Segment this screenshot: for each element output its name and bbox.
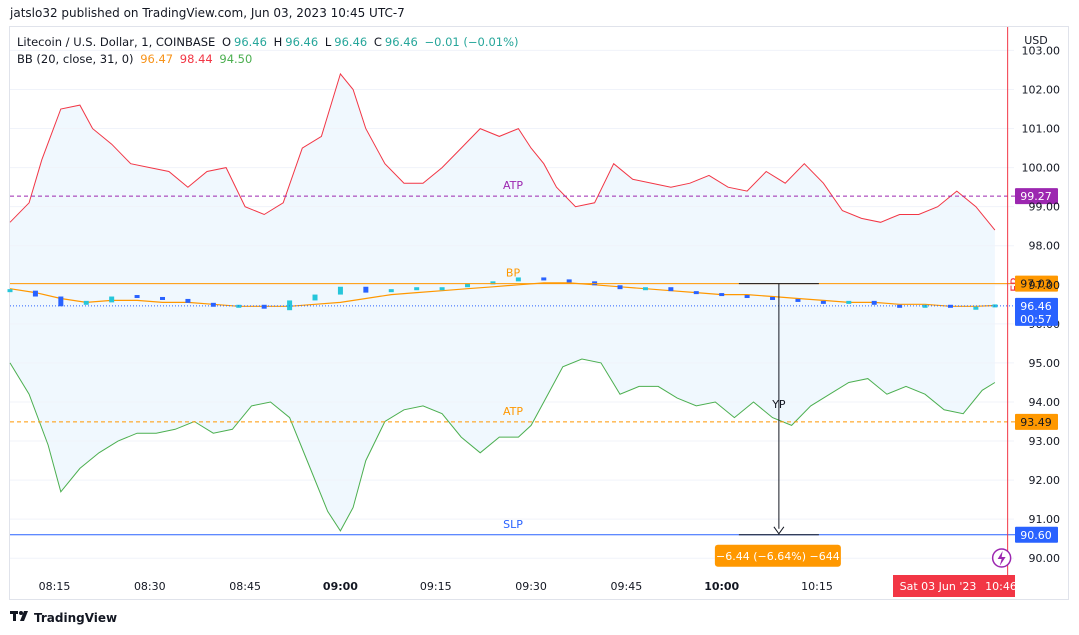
brand-name: TradingView (34, 611, 118, 625)
ohlc-o-label: O (221, 35, 232, 49)
bb-label[interactable]: BB (20, close, 31, 0) (17, 52, 134, 66)
chart-legend: Litecoin / U.S. Dollar, 1, COINBASE O 96.… (17, 34, 522, 68)
tradingview-brand[interactable]: TradingView (10, 610, 117, 625)
bb-lower-value: 94.50 (219, 52, 253, 66)
tradingview-logo-icon (10, 610, 30, 625)
ohlc-c-label: C (373, 35, 382, 49)
bb-upper-value: 98.44 (179, 52, 213, 66)
symbol-name[interactable]: Litecoin / U.S. Dollar, 1, COINBASE (17, 35, 216, 49)
ohlc-o-value: 96.46 (234, 35, 267, 49)
ohlc-h-label: H (273, 35, 283, 49)
indicator-row: BB (20, close, 31, 0) 96.47 98.44 94.50 (17, 51, 522, 68)
bb-basis-value: 96.47 (140, 52, 174, 66)
publish-caption: jatslo32 published on TradingView.com, J… (10, 6, 405, 20)
chart-frame (9, 26, 1069, 600)
symbol-row: Litecoin / U.S. Dollar, 1, COINBASE O 96.… (17, 34, 522, 51)
ohlc-l-label: L (324, 35, 332, 49)
ohlc-c-value: 96.46 (384, 35, 418, 49)
ohlc-h-value: 96.46 (285, 35, 319, 49)
price-change: −0.01 (−0.01%) (424, 35, 519, 49)
ohlc-l-value: 96.46 (334, 35, 368, 49)
